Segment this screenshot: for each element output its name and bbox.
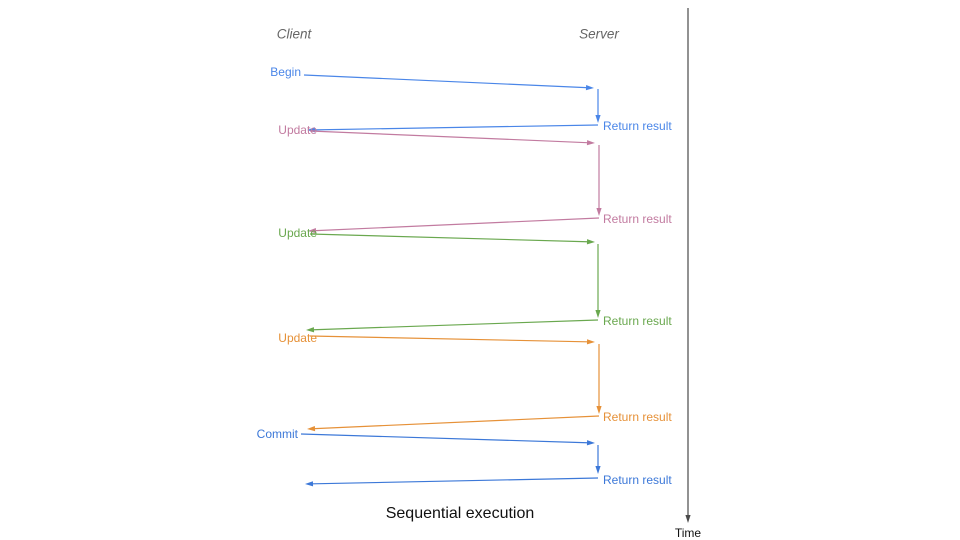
return-label-update-2: Return result xyxy=(603,314,672,328)
return-update-3-arrowhead xyxy=(307,426,316,432)
request-label-update-3: Update xyxy=(278,331,317,345)
return-label-begin: Return result xyxy=(603,119,672,133)
server-column-header: Server xyxy=(579,26,619,42)
return-label-update-3: Return result xyxy=(603,410,672,424)
time-axis-label: Time xyxy=(674,526,702,540)
request-label-commit: Commit xyxy=(256,427,298,441)
return-commit-arrowhead xyxy=(305,481,314,487)
request-update-1-line xyxy=(309,130,588,144)
request-update-1-arrowhead xyxy=(586,140,595,146)
request-label-update-2: Update xyxy=(278,226,317,240)
request-update-2-line xyxy=(309,233,588,243)
return-update-2-line xyxy=(313,319,599,331)
server-processing-update-1-arrowhead xyxy=(596,208,602,216)
request-label-begin: Begin xyxy=(270,65,301,79)
return-update-1-line xyxy=(315,217,600,232)
request-update-3-line xyxy=(309,335,588,343)
request-update-2-arrowhead xyxy=(586,239,595,245)
request-update-3-arrowhead xyxy=(586,339,595,345)
request-commit-arrowhead xyxy=(586,440,595,446)
return-label-update-1: Return result xyxy=(603,212,672,226)
server-processing-begin-arrowhead xyxy=(595,115,601,123)
time-axis-arrowhead xyxy=(685,515,691,523)
return-update-2-arrowhead xyxy=(306,327,315,333)
diagram-caption: Sequential execution xyxy=(385,505,535,522)
server-processing-update-2-arrowhead xyxy=(595,310,601,318)
return-begin-line xyxy=(314,124,599,131)
client-column-header: Client xyxy=(276,26,312,42)
return-update-1-arrowhead xyxy=(308,228,317,234)
server-processing-commit-arrowhead xyxy=(595,466,601,474)
request-begin-line xyxy=(303,74,587,89)
request-begin-arrowhead xyxy=(585,85,594,91)
request-commit-line xyxy=(300,433,588,444)
request-label-update-1: Update xyxy=(278,123,317,137)
return-label-commit: Return result xyxy=(603,473,672,487)
return-update-3-line xyxy=(314,415,600,430)
server-processing-update-3-arrowhead xyxy=(596,406,602,414)
return-commit-line xyxy=(312,477,599,485)
